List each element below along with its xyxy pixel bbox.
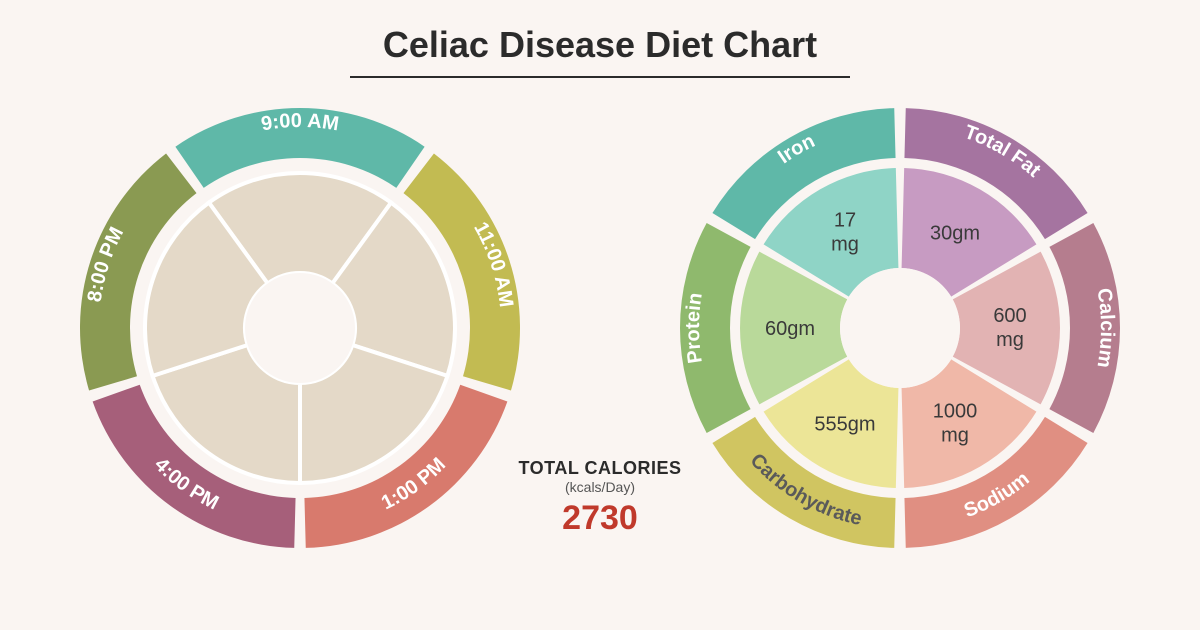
nutrition-chart: Total Fat30gmCalcium600mgSodium1000mgCar… <box>660 88 1140 568</box>
calories-value: 2730 <box>518 499 681 538</box>
nutrient-value: 600 <box>993 305 1026 327</box>
nutrient-value: 30gm <box>930 223 980 245</box>
nutrient-value: 17 <box>834 210 856 232</box>
center-hole <box>245 273 355 383</box>
svg-text:Calcium: Calcium <box>1092 287 1118 370</box>
charts-row: 9:00 AM11:00 AM1:00 PM4:00 PM8:00 PM Tot… <box>0 88 1200 568</box>
nutrient-value-unit: mg <box>941 424 969 446</box>
nutrient-value: 60gm <box>765 318 815 340</box>
schedule-chart: 9:00 AM11:00 AM1:00 PM4:00 PM8:00 PM <box>60 88 540 568</box>
svg-text:Protein: Protein <box>682 291 707 364</box>
calories-label: TOTAL CALORIES <box>518 458 681 479</box>
svg-text:9:00 AM: 9:00 AM <box>259 110 340 136</box>
center-hole <box>840 268 960 388</box>
page-title: Celiac Disease Diet Chart <box>0 0 1200 76</box>
nutrient-value-unit: mg <box>996 329 1024 351</box>
nutrient-value-unit: mg <box>831 234 859 256</box>
title-underline <box>350 76 850 78</box>
calories-sublabel: (kcals/Day) <box>518 479 681 495</box>
nutrient-value: 1000 <box>933 400 978 422</box>
nutrient-value: 555gm <box>814 413 875 435</box>
calories-block: TOTAL CALORIES (kcals/Day) 2730 <box>518 458 681 538</box>
